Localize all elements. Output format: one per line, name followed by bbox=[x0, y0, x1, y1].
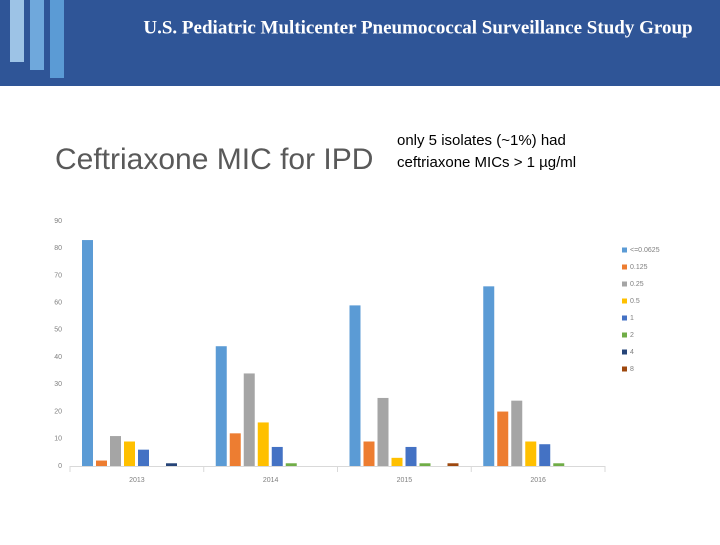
y-tick-label: 10 bbox=[54, 436, 62, 443]
y-tick-label: 70 bbox=[54, 272, 62, 279]
bar bbox=[363, 441, 375, 466]
bar bbox=[257, 422, 269, 466]
bar bbox=[349, 305, 361, 466]
legend-label: 0.125 bbox=[630, 264, 648, 271]
legend-swatch bbox=[622, 247, 627, 253]
x-tick-label: 2016 bbox=[530, 477, 546, 484]
legend-swatch bbox=[622, 298, 627, 304]
legend-swatch bbox=[622, 315, 627, 321]
bar bbox=[511, 400, 523, 466]
y-tick-label: 90 bbox=[54, 218, 62, 225]
legend-label: 2 bbox=[630, 332, 634, 339]
annotation: only 5 isolates (~1%) had bbox=[397, 132, 566, 149]
logo-stripe bbox=[30, 0, 44, 70]
legend-label: 4 bbox=[630, 349, 634, 356]
bar bbox=[271, 446, 283, 466]
x-tick-label: 2015 bbox=[397, 477, 413, 484]
bar bbox=[96, 460, 107, 466]
bar bbox=[82, 240, 93, 466]
bar bbox=[229, 433, 241, 466]
bar bbox=[553, 463, 565, 466]
logo-stripe bbox=[50, 0, 64, 78]
y-tick-label: 0 bbox=[58, 463, 62, 470]
legend-label: 1 bbox=[630, 315, 634, 322]
bar bbox=[124, 441, 135, 466]
bar bbox=[497, 411, 509, 466]
y-tick-label: 60 bbox=[54, 300, 62, 307]
bar bbox=[138, 449, 149, 466]
legend-swatch bbox=[622, 366, 627, 372]
y-tick-label: 20 bbox=[54, 408, 62, 415]
bar bbox=[483, 286, 495, 466]
legend-swatch bbox=[622, 332, 627, 338]
legend-label: <=0.0625 bbox=[630, 247, 660, 254]
bar bbox=[525, 441, 537, 466]
header-title: U.S. Pediatric Multicenter Pneumococcal … bbox=[143, 17, 692, 38]
bar bbox=[377, 397, 389, 466]
chart-title: Ceftriaxone MIC for IPD bbox=[55, 143, 373, 176]
bar bbox=[215, 346, 227, 466]
bar bbox=[285, 463, 297, 466]
bar bbox=[419, 463, 431, 466]
legend-label: 0.5 bbox=[630, 298, 640, 305]
y-tick-label: 40 bbox=[54, 354, 62, 361]
bar bbox=[243, 373, 255, 466]
legend-swatch bbox=[622, 264, 627, 270]
annotation: ceftriaxone MICs > 1 µg/ml bbox=[397, 154, 576, 171]
header-band bbox=[0, 0, 720, 86]
logo-stripe bbox=[10, 0, 24, 62]
legend-label: 8 bbox=[630, 366, 634, 373]
bar bbox=[405, 446, 417, 466]
legend-label: 0.25 bbox=[630, 281, 644, 288]
bar bbox=[539, 444, 551, 466]
bar bbox=[166, 463, 177, 466]
bar bbox=[391, 457, 403, 466]
bar bbox=[110, 436, 121, 466]
y-tick-label: 50 bbox=[54, 327, 62, 334]
x-tick-label: 2013 bbox=[129, 477, 145, 484]
x-tick-label: 2014 bbox=[263, 477, 279, 484]
legend-swatch bbox=[622, 349, 627, 355]
legend-swatch bbox=[622, 281, 627, 287]
y-tick-label: 30 bbox=[54, 381, 62, 388]
y-tick-label: 80 bbox=[54, 245, 62, 252]
bar bbox=[447, 463, 459, 466]
